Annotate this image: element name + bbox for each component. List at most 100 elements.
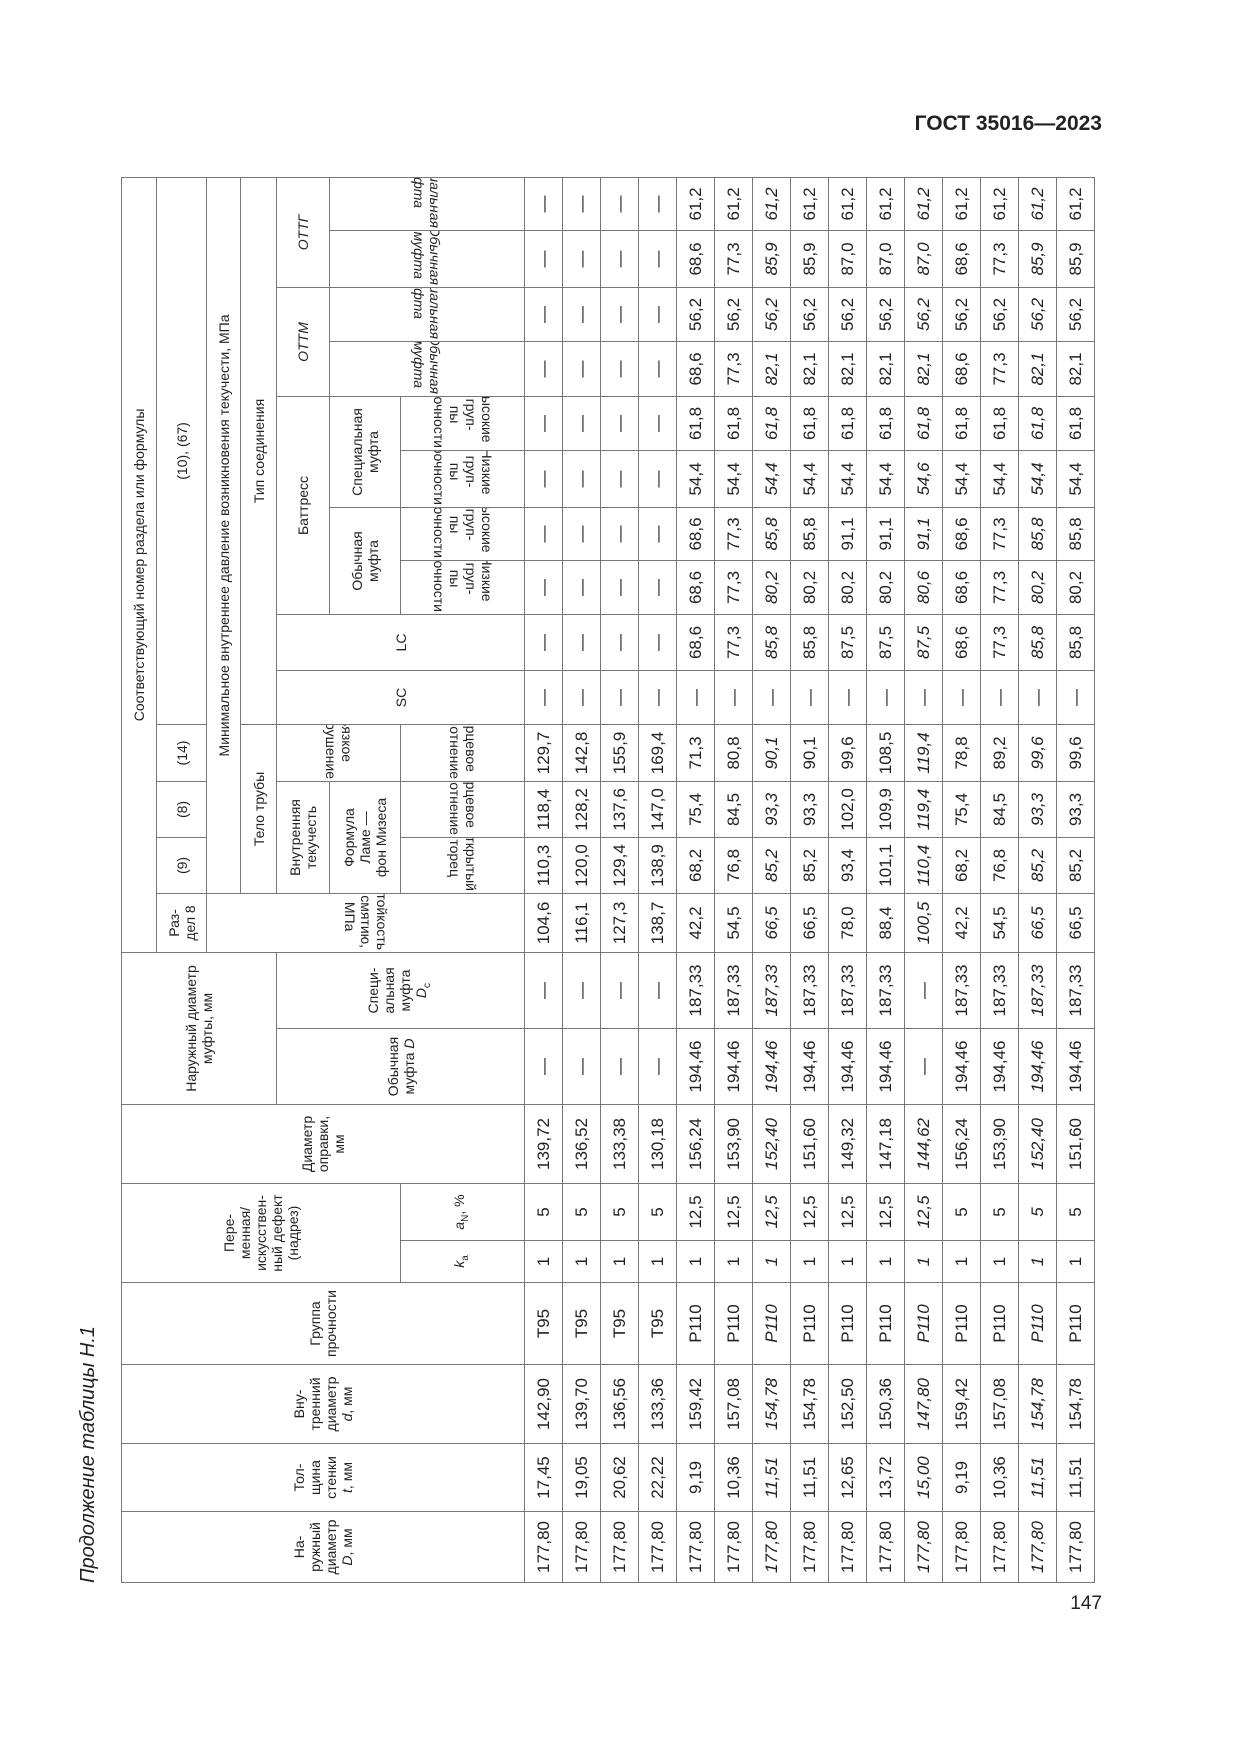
col-end-seal-14: Торцевое уплотнение <box>400 724 525 782</box>
col-buttress-special-high: Высокие груп- пы прочности <box>400 396 525 451</box>
table-cell: — <box>524 230 563 288</box>
table-cell: 1 <box>1018 1240 1057 1283</box>
table-cell: 139,72 <box>524 1104 563 1184</box>
table-cell: 120,0 <box>562 837 601 894</box>
table-cell: — <box>524 396 563 451</box>
table-cell: — <box>600 614 639 671</box>
table-cell: — <box>524 177 563 231</box>
table-row: 177,80 11,51 154,78 P110 1 5 151,60 194,46 187,3… <box>1056 177 1095 1583</box>
col-collapse: Стойкость к смятию, МПа <box>206 893 525 953</box>
table-row: 177,80 20,62 136,56 T95 1 5 133,38— —127,3 129,4… <box>600 177 639 1583</box>
table-cell: 194,46 <box>828 1028 867 1105</box>
table-cell: 13,72 <box>866 1443 905 1512</box>
table-cell: 138,9 <box>638 837 677 894</box>
table-cell: 87,5 <box>866 614 905 671</box>
table-cell: 104,6 <box>524 893 563 953</box>
col-ductile-rupture: Вязкое разрушение <box>276 724 401 782</box>
table-cell: 187,33 <box>752 952 791 1029</box>
table-cell: 82,1 <box>866 341 905 397</box>
table-cell: 149,32 <box>828 1104 867 1184</box>
table-cell: 138,7 <box>638 893 677 953</box>
table-cell: 155,9 <box>600 724 639 782</box>
table-cell: 85,9 <box>790 230 829 288</box>
table-cell: 152,40 <box>1018 1104 1057 1184</box>
table-cell: 61,2 <box>790 177 829 231</box>
table-cell: 77,3 <box>714 507 753 561</box>
table-row: 177,80 19,05 139,70 T95 1 5 136,52— —116,1 120,0… <box>562 177 601 1583</box>
table-cell: 12,5 <box>866 1183 905 1241</box>
table-cell: 147,80 <box>904 1364 943 1444</box>
table-cell: — <box>1056 670 1095 725</box>
table-row: 177,80 12,65 152,50 P110 1 12,5 149,32 194,46 18… <box>828 177 867 1583</box>
table-cell: 177,80 <box>676 1511 715 1583</box>
table-cell: 187,33 <box>714 952 753 1029</box>
table-cell: — <box>562 1028 601 1105</box>
table-cell: 187,33 <box>980 952 1019 1029</box>
table-cell: 5 <box>1056 1183 1095 1241</box>
col-buttress-special-low: Низкие груп- пы прочности <box>400 450 525 508</box>
table-cell: 153,90 <box>714 1104 753 1184</box>
table-cell: 5 <box>638 1183 677 1241</box>
table-cell: 116,1 <box>562 893 601 953</box>
table-cell: 151,60 <box>1056 1104 1095 1184</box>
table-cell: 152,40 <box>752 1104 791 1184</box>
table-cell: — <box>638 614 677 671</box>
table-cell: 89,2 <box>980 724 1019 782</box>
table-cell: 85,8 <box>790 614 829 671</box>
table-cell: — <box>524 952 563 1029</box>
table-cell: 5 <box>1018 1183 1057 1241</box>
table-cell: 177,80 <box>600 1511 639 1583</box>
table-cell: P110 <box>866 1282 905 1365</box>
table-cell: 77,3 <box>714 560 753 615</box>
table-cell: — <box>600 560 639 615</box>
table-cell: — <box>638 670 677 725</box>
table-cell: 154,78 <box>790 1364 829 1444</box>
table-cell: 177,80 <box>714 1511 753 1583</box>
table-cell: P110 <box>714 1282 753 1365</box>
table-cell: — <box>600 177 639 231</box>
table-cell: 80,2 <box>828 560 867 615</box>
table-cell: 61,2 <box>1056 177 1095 231</box>
table-cell: — <box>562 670 601 725</box>
table-cell: 5 <box>562 1183 601 1241</box>
table-cell: 5 <box>600 1183 639 1241</box>
table-cell: 12,5 <box>714 1183 753 1241</box>
table-cell: 187,33 <box>1056 952 1095 1029</box>
table-cell: 91,1 <box>904 507 943 561</box>
table-cell: 56,2 <box>942 287 981 342</box>
col-end-seal-8: Торцевое уплотнение <box>400 781 525 838</box>
table-cell: 1 <box>790 1240 829 1283</box>
table-cell: 61,8 <box>942 396 981 451</box>
col-wall-thickness: Тол- щина стенки t, мм <box>121 1443 525 1512</box>
table-cell: 154,78 <box>1056 1364 1095 1444</box>
table-cell: 177,80 <box>828 1511 867 1583</box>
table-cell: 10,36 <box>714 1443 753 1512</box>
table-cell: 177,80 <box>1056 1511 1095 1583</box>
table-cell: 82,1 <box>828 341 867 397</box>
table-cell: 177,80 <box>980 1511 1019 1583</box>
table-cell: 82,1 <box>1018 341 1057 397</box>
table-caption: Продолжение таблицы Н.1 <box>77 1325 99 1583</box>
table-cell: 156,24 <box>676 1104 715 1184</box>
table-cell: 136,56 <box>600 1364 639 1444</box>
table-cell: 42,2 <box>676 893 715 953</box>
table-cell: 12,65 <box>828 1443 867 1512</box>
table-cell: 1 <box>828 1240 867 1283</box>
table-cell: 19,05 <box>562 1443 601 1512</box>
table-cell: P110 <box>676 1282 715 1365</box>
table-cell: 93,3 <box>1056 781 1095 838</box>
table-cell: 147,0 <box>638 781 677 838</box>
table-cell: 177,80 <box>1018 1511 1057 1583</box>
table-cell: 99,6 <box>1056 724 1095 782</box>
col-defect: Пере- менная/ искусствен- ный дефект (на… <box>121 1183 401 1283</box>
table-cell: 85,2 <box>752 837 791 894</box>
table-cell: 101,1 <box>866 837 905 894</box>
table-cell: 54,4 <box>676 450 715 508</box>
table-row: 177,80 10,36 157,08 P110 1 5 153,90 194,46 187,3… <box>980 177 1019 1583</box>
table-cell: 128,2 <box>562 781 601 838</box>
col-buttress-regular: Обычная муфта <box>329 507 401 615</box>
table-cell: 82,1 <box>752 341 791 397</box>
table-cell: — <box>600 507 639 561</box>
table-cell: — <box>562 230 601 288</box>
table-cell: 91,1 <box>866 507 905 561</box>
